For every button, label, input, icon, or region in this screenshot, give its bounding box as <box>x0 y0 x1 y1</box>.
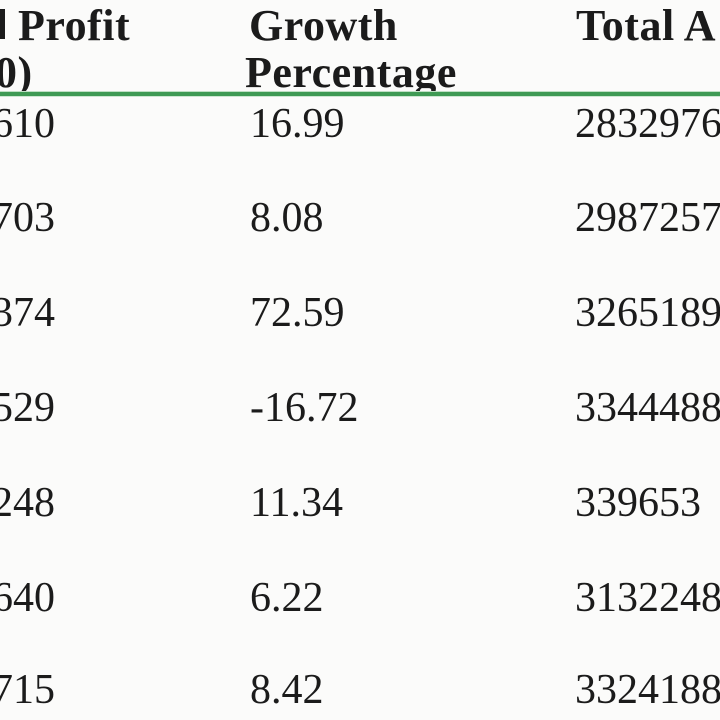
table-row: 374 72.59 3265189 <box>0 292 720 352</box>
cell-total: 3324188 <box>575 667 720 713</box>
table-row: 640 6.22 3132248 <box>0 577 720 637</box>
cell-total: 3344488 <box>575 385 720 431</box>
cell-profit: 610 <box>0 101 55 147</box>
cell-total: 339653 <box>575 480 701 526</box>
cell-total: 3132248 <box>575 575 720 621</box>
table-row: 703 8.08 2987257 <box>0 197 720 257</box>
table-row: 529 -16.72 3344488 <box>0 387 720 447</box>
table-row: 248 11.34 339653 <box>0 482 720 542</box>
cell-growth: 8.08 <box>250 195 324 241</box>
cell-profit: 703 <box>0 195 55 241</box>
cell-growth: 8.42 <box>250 667 324 713</box>
column-header-profit-line1: Profit <box>18 1 131 50</box>
column-header-profit-line2: 0) <box>0 48 33 97</box>
cell-total: 3265189 <box>575 290 720 336</box>
cell-profit: 529 <box>0 385 55 431</box>
cell-growth: 72.59 <box>250 290 345 336</box>
header-rule <box>0 92 720 96</box>
column-header-growth-line2: Percentage <box>245 48 457 97</box>
cell-profit: 374 <box>0 290 55 336</box>
cell-total: 2832976 <box>575 101 720 147</box>
cell-profit: 248 <box>0 480 55 526</box>
cell-total: 2987257 <box>575 195 720 241</box>
column-header-growth-line1: Growth <box>249 1 398 50</box>
cell-growth: 11.34 <box>250 480 343 526</box>
cell-growth: -16.72 <box>250 385 359 431</box>
cropped-letter-fragment <box>0 9 5 39</box>
table-row: 715 8.42 3324188 <box>0 669 720 720</box>
cell-growth: 16.99 <box>250 101 345 147</box>
table-row: 610 16.99 2832976 <box>0 103 720 163</box>
column-header-total-assets: Total A <box>576 1 717 50</box>
cell-profit: 715 <box>0 667 55 713</box>
cell-growth: 6.22 <box>250 575 324 621</box>
cell-profit: 640 <box>0 575 55 621</box>
